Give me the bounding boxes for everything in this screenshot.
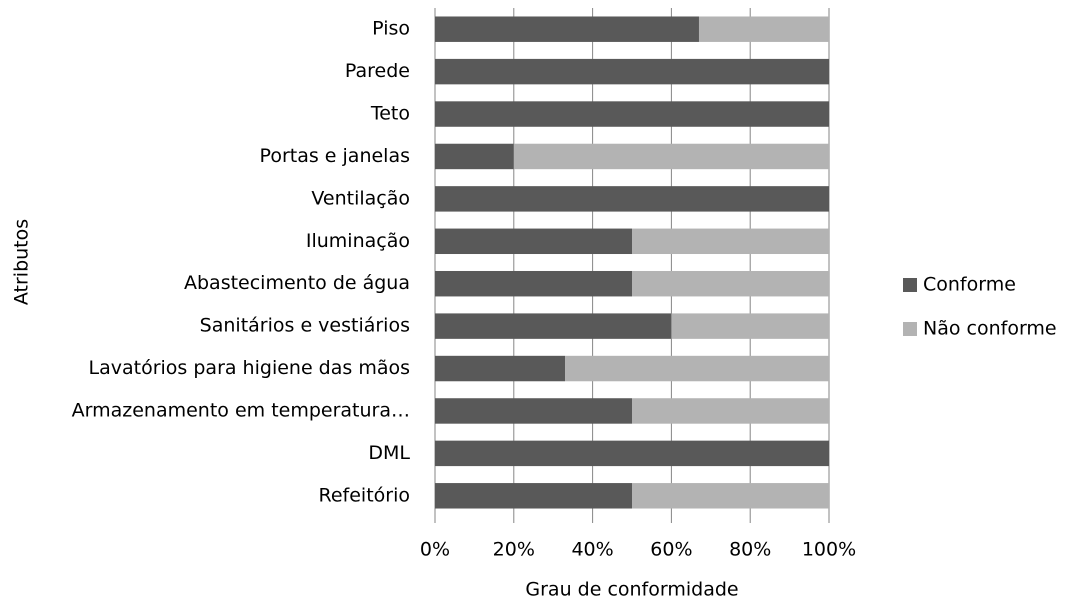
bar-segment bbox=[435, 58, 829, 85]
x-tick-label: 0% bbox=[420, 539, 450, 561]
bar-segment bbox=[632, 270, 829, 297]
y-axis-title: Atributos bbox=[11, 219, 33, 305]
y-tick-label: Abastecimento de água bbox=[184, 272, 410, 294]
y-tick-label: Piso bbox=[372, 18, 410, 40]
y-tick-label: DML bbox=[368, 442, 410, 464]
legend-label: Conforme bbox=[923, 274, 1016, 296]
bar-segment bbox=[435, 16, 699, 42]
x-tick-label: 20% bbox=[493, 539, 535, 561]
bar-segment bbox=[671, 313, 829, 339]
y-tick-label: Teto bbox=[370, 103, 410, 125]
bar-segment bbox=[632, 228, 829, 255]
x-tick-label: 40% bbox=[571, 539, 613, 561]
y-tick-label: Lavatórios para higiene das mãos bbox=[89, 357, 410, 379]
bar-segment bbox=[435, 355, 566, 382]
legend-swatch bbox=[903, 322, 917, 336]
y-tick-label: Armazenamento em temperatura… bbox=[72, 399, 410, 421]
bar-segment bbox=[698, 16, 829, 42]
bar-segment bbox=[435, 186, 829, 212]
bar-segment bbox=[435, 101, 829, 127]
y-tick-label: Iluminação bbox=[306, 230, 410, 252]
x-axis-title: Grau de conformidade bbox=[525, 579, 738, 601]
y-tick-label: Sanitários e vestiários bbox=[200, 315, 410, 337]
x-tick-label: 100% bbox=[802, 539, 856, 561]
bar-segment bbox=[435, 313, 672, 339]
bar-segment bbox=[435, 270, 632, 297]
x-tick-label: 60% bbox=[650, 539, 692, 561]
y-tick-label: Refeitório bbox=[319, 484, 410, 506]
y-tick-label: Portas e janelas bbox=[260, 145, 410, 167]
bar-segment bbox=[632, 483, 829, 509]
bar-segment bbox=[513, 143, 829, 170]
legend-swatch bbox=[903, 278, 917, 292]
bar-segment bbox=[435, 143, 514, 170]
bar-segment bbox=[435, 228, 632, 255]
y-tick-label: Parede bbox=[345, 60, 410, 82]
bar-segment bbox=[632, 398, 829, 424]
x-tick-label: 80% bbox=[729, 539, 771, 561]
y-tick-label: Ventilação bbox=[311, 187, 410, 209]
bar-segment bbox=[435, 440, 829, 467]
bar-segment bbox=[565, 355, 829, 382]
legend-label: Não conforme bbox=[923, 318, 1057, 340]
bar-segment bbox=[435, 398, 632, 424]
bar-segment bbox=[435, 483, 632, 509]
